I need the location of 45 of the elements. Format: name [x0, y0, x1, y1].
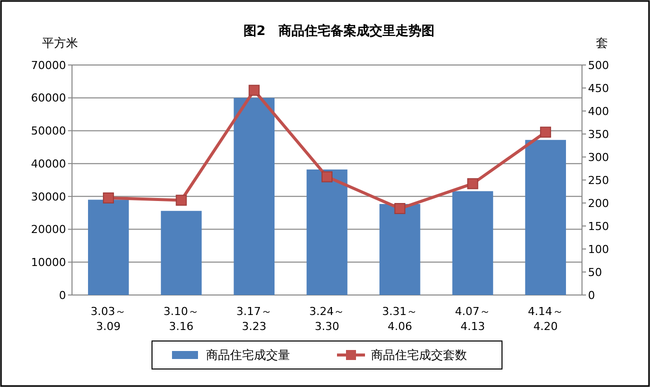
point [248, 84, 260, 96]
y2-tick-label: 350 [588, 128, 609, 141]
y2-tick-label: 100 [588, 242, 609, 256]
x-tick-label: 4.14～ 4.20 [528, 305, 564, 333]
y-tick-label: 40000 [31, 157, 66, 170]
legend-label: 商品住宅成交量 [206, 348, 290, 362]
y-tick-label: 50000 [31, 124, 66, 138]
y2-tick-label: 150 [588, 220, 609, 233]
point [176, 194, 187, 206]
bar [160, 210, 202, 295]
legend-label: 商品住宅成交套数 [371, 348, 467, 362]
bar [234, 98, 275, 295]
point [394, 203, 406, 214]
bar [379, 204, 420, 295]
y2-tick-label: 0 [588, 288, 595, 302]
point [322, 171, 332, 182]
y2-tick-label: 300 [588, 150, 609, 164]
x-tick-label: 3.17～ 3.23 [236, 305, 272, 333]
y-tick-label: 10000 [31, 256, 66, 269]
bar [88, 200, 129, 295]
y-tick-label: 0 [59, 288, 66, 302]
y-tick-label: 60000 [31, 92, 66, 105]
x-tick-label: 3.31～ 4.06 [382, 305, 418, 333]
bar [452, 191, 494, 295]
y2-tick-label: 200 [588, 196, 609, 210]
point [540, 126, 552, 138]
bar [306, 169, 348, 295]
x-tick-label: 3.24～ 3.30 [309, 305, 345, 333]
y2-tick-label: 500 [588, 58, 609, 72]
point [467, 178, 478, 190]
y2-tick-label: 450 [588, 82, 609, 95]
y2-tick-label: 400 [588, 104, 609, 118]
x-tick-label: 4.07～ 4.13 [454, 305, 490, 333]
y2-axis-title: 套 [596, 36, 608, 50]
y2-tick-label: 50 [588, 266, 602, 279]
y-tick-label: 20000 [31, 223, 66, 236]
point [102, 192, 114, 204]
x-tick-label: 3.03～ 3.09 [90, 305, 126, 333]
bar [525, 140, 566, 295]
x-tick-label: 3.10～ 3.16 [164, 305, 200, 333]
y-tick-label: 70000 [31, 58, 66, 72]
chart-title: 图2 商品住宅备案成交里走势图 [243, 23, 435, 39]
y-tick-label: 30000 [31, 190, 66, 204]
y2-tick-label: 250 [588, 174, 609, 187]
y-axis-title: 平方米 [42, 36, 78, 50]
